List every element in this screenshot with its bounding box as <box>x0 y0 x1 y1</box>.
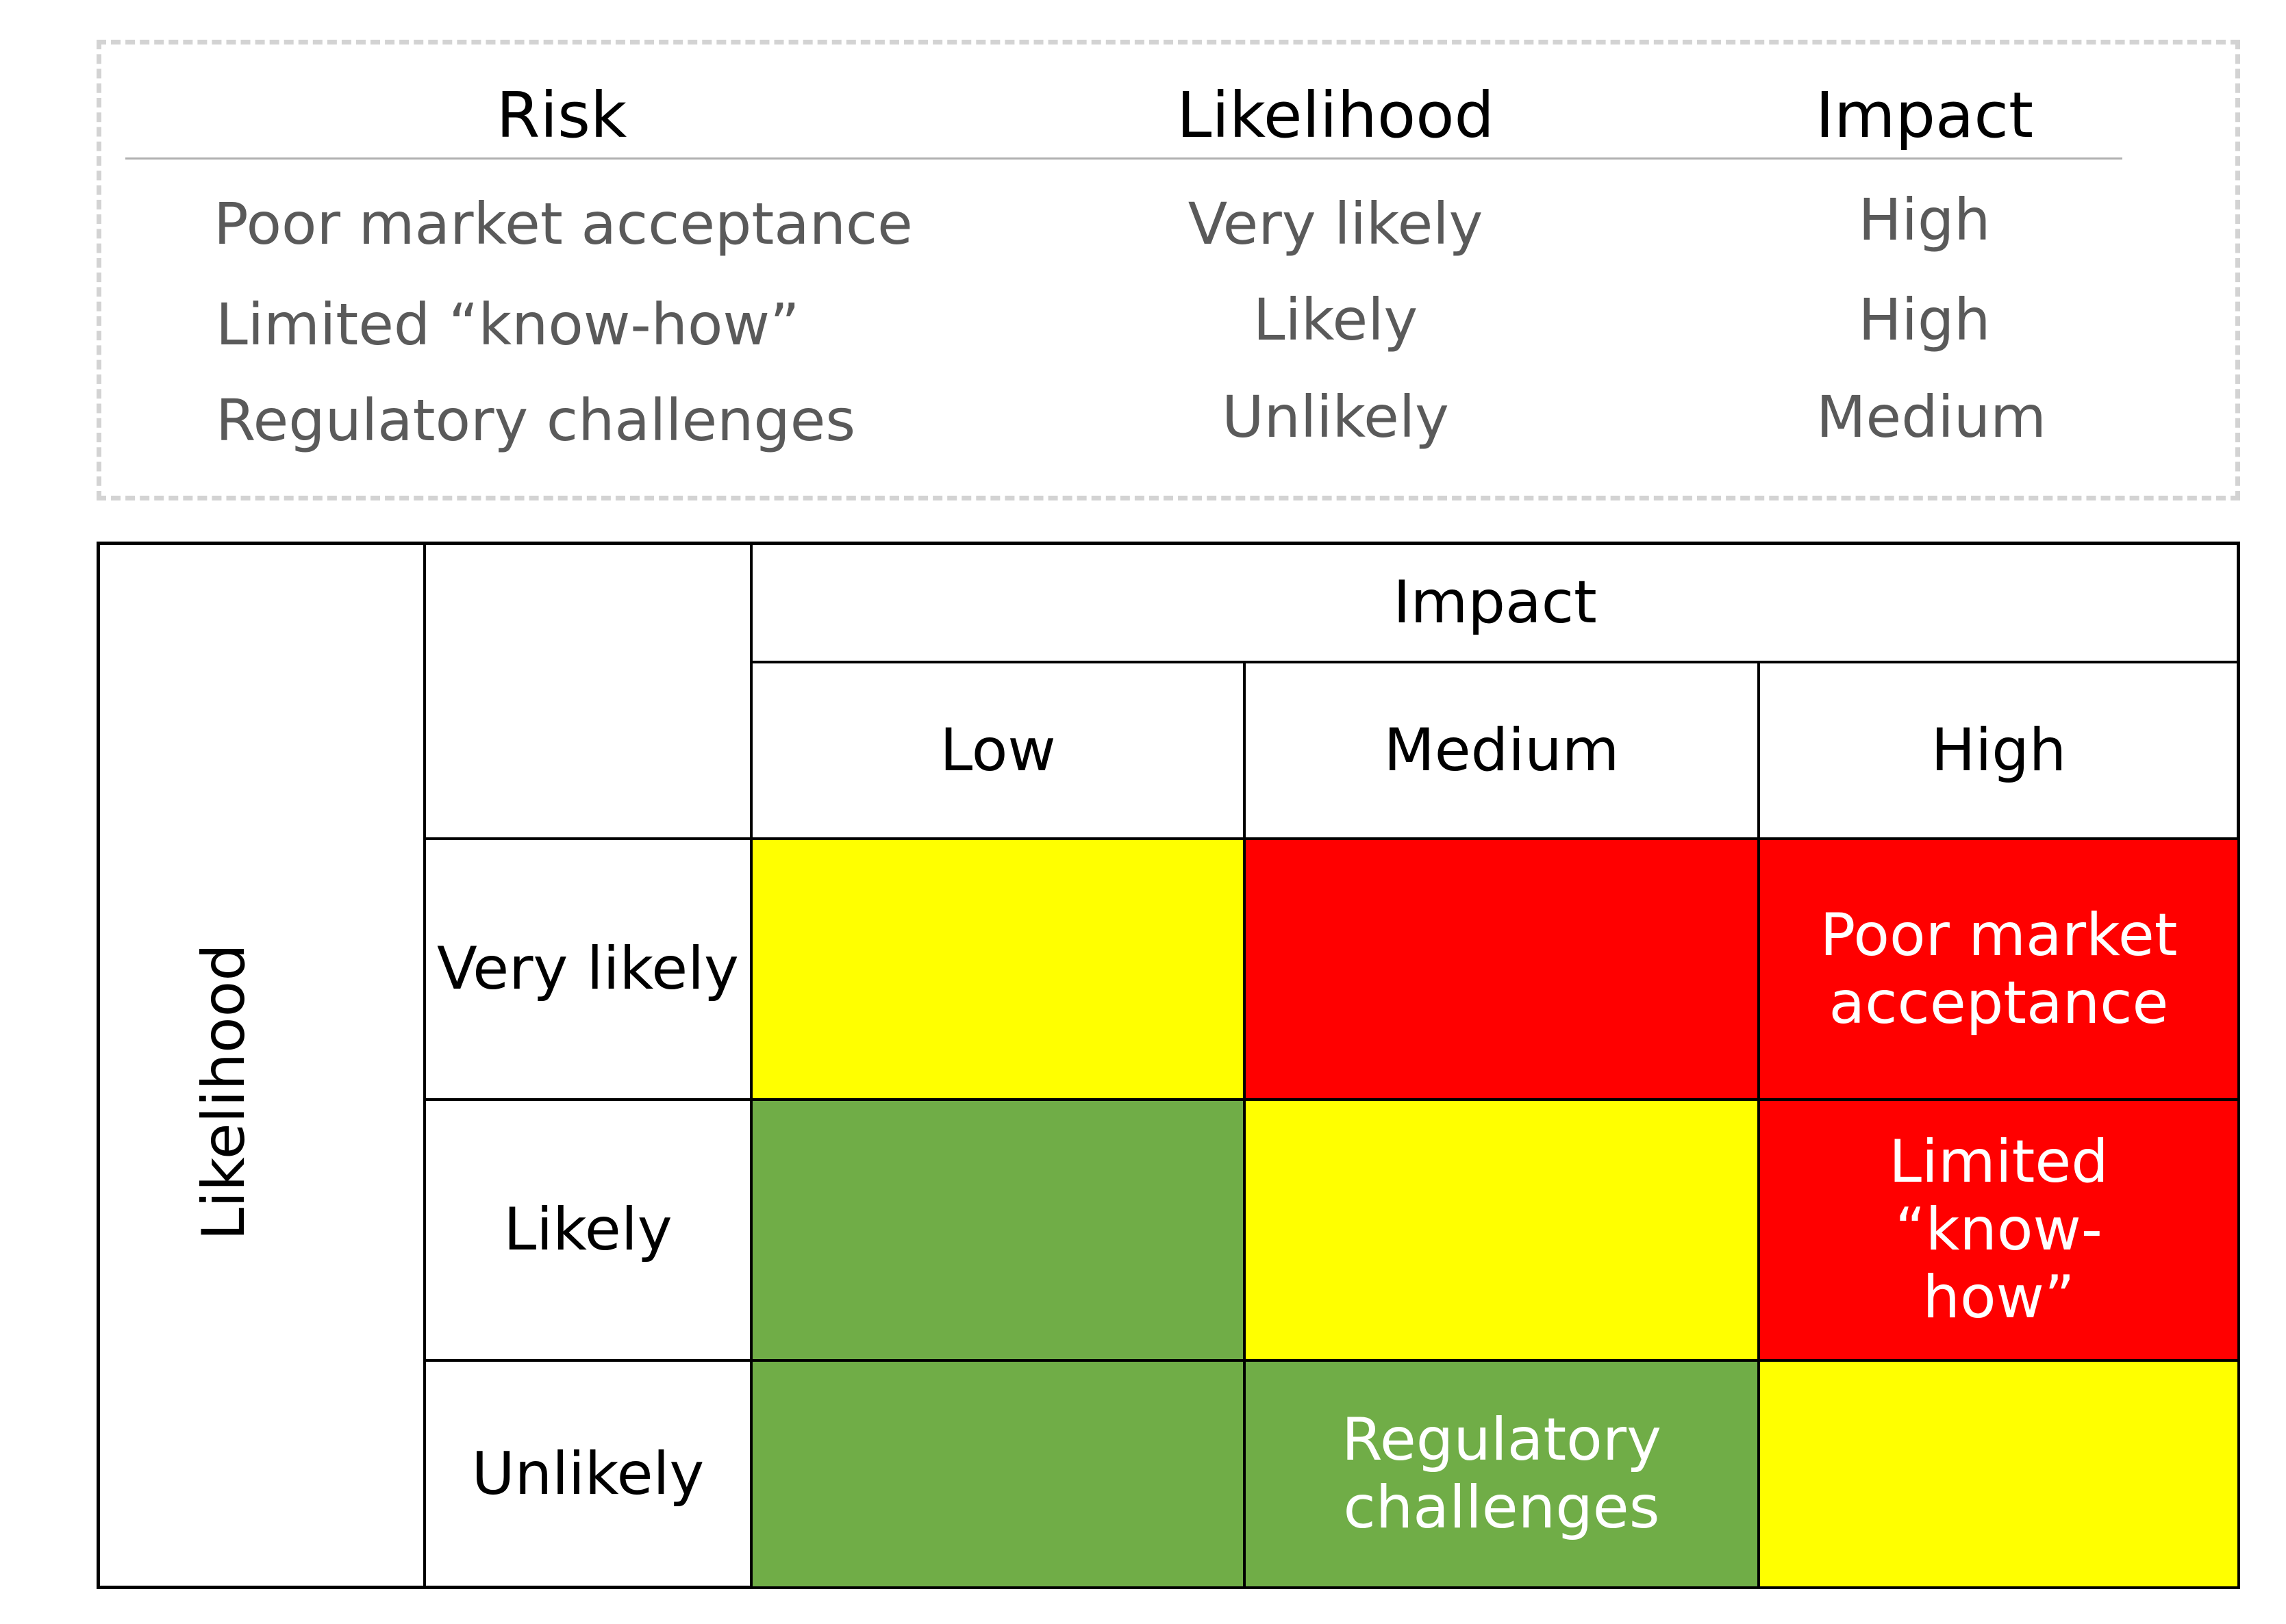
matrix-cell-likely-high: Limited “know-how” <box>1757 1098 2240 1362</box>
impact-column-header: Impact <box>1815 79 2034 152</box>
matrix-cell-likely-medium <box>1243 1098 1760 1362</box>
risk-column-header: Risk <box>496 79 627 152</box>
impact-axis-label: Impact <box>750 542 2240 663</box>
summary-risk-2: Limited “know-how” <box>216 291 800 358</box>
summary-risk-1: Poor market acceptance <box>214 190 913 257</box>
matrix-cell-unlikely-medium: Regulatory challenges <box>1243 1359 1760 1589</box>
matrix-cell-very-likely-low <box>750 837 1246 1101</box>
likelihood-axis-cell <box>97 542 426 1589</box>
summary-risk-3: Regulatory challenges <box>216 387 856 454</box>
impact-level-medium: Medium <box>1243 661 1760 840</box>
matrix-corner-cell <box>423 542 753 840</box>
impact-level-low: Low <box>750 661 1246 840</box>
summary-likelihood-2: Likely <box>1253 286 1418 353</box>
matrix-cell-unlikely-high <box>1757 1359 2240 1589</box>
likelihood-level-unlikely: Unlikely <box>423 1359 753 1589</box>
summary-header-divider <box>125 157 2122 160</box>
matrix-cell-likely-low <box>750 1098 1246 1362</box>
summary-impact-1: High <box>1858 186 1991 253</box>
summary-impact-2: High <box>1858 286 1991 353</box>
risk-summary-table <box>97 40 2240 500</box>
matrix-cell-unlikely-low <box>750 1359 1246 1589</box>
likelihood-axis-label: Likelihood <box>190 943 258 1241</box>
likelihood-column-header: Likelihood <box>1177 79 1494 152</box>
matrix-cell-very-likely-medium <box>1243 837 1760 1101</box>
summary-impact-3: Medium <box>1816 383 2046 451</box>
impact-level-high: High <box>1757 661 2240 840</box>
summary-likelihood-3: Unlikely <box>1222 383 1449 451</box>
likelihood-level-likely: Likely <box>423 1098 753 1362</box>
matrix-cell-very-likely-high: Poor market acceptance <box>1757 837 2240 1101</box>
likelihood-level-very-likely: Very likely <box>423 837 753 1101</box>
summary-likelihood-1: Very likely <box>1188 190 1483 257</box>
